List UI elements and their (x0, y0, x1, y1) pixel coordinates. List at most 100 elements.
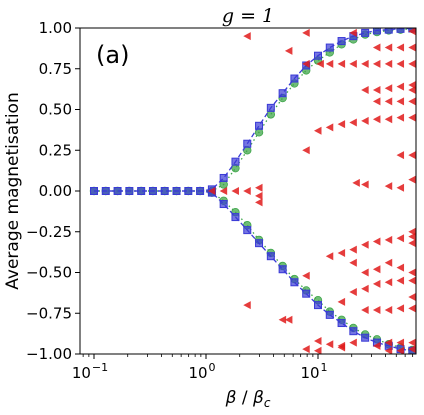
data-point (243, 187, 251, 195)
data-point (313, 336, 322, 345)
data-point (243, 139, 252, 148)
data-point (352, 178, 360, 187)
data-point (361, 284, 369, 293)
data-point (384, 305, 393, 314)
data-point (337, 319, 346, 328)
series-0-upper-line (94, 28, 413, 192)
data-point (284, 46, 293, 55)
data-point (219, 200, 228, 209)
data-point (361, 268, 369, 277)
chart-title: g = 1 (222, 5, 274, 27)
y-axis: 1.00 0.75 0.50 0.25 0.00 −0.25 −0.50 −0.75 −1.00 (26, 19, 80, 363)
data-point (302, 146, 310, 155)
data-point (384, 97, 393, 106)
data-point (408, 268, 416, 277)
data-point (408, 276, 416, 285)
data-point (361, 85, 369, 94)
data-point (349, 327, 358, 336)
data-point (361, 240, 369, 249)
data-point (372, 28, 381, 35)
data-point (396, 263, 405, 272)
data-point (313, 126, 322, 135)
x-axis: 10−1 100 101 (72, 354, 414, 382)
data-point (302, 271, 310, 280)
y-axis-label: Average magnetisation (3, 92, 23, 289)
y-tick-label: −0.75 (26, 304, 72, 322)
data-point (408, 85, 416, 94)
data-point (113, 187, 122, 195)
data-point (302, 28, 310, 37)
data-point (302, 345, 310, 354)
data-point (361, 59, 369, 68)
data-point (349, 258, 357, 267)
data-point (231, 187, 239, 195)
data-point (284, 315, 293, 324)
data-point (255, 121, 264, 130)
data-point (255, 239, 264, 248)
data-point (384, 346, 393, 354)
data-point (384, 338, 393, 347)
data-point (219, 173, 228, 182)
data-point (396, 97, 405, 106)
y-tick-label: −0.25 (26, 223, 72, 241)
series-1-lower-line (94, 190, 413, 351)
data-point (349, 118, 357, 127)
data-point (325, 43, 334, 52)
data-point (125, 187, 134, 195)
data-point (313, 51, 322, 60)
data-point (408, 304, 416, 313)
data-point (396, 43, 405, 52)
data-point (313, 301, 322, 310)
data-point (337, 248, 346, 257)
data-point (148, 187, 157, 195)
data-point (325, 310, 334, 319)
data-point (396, 28, 405, 33)
data-point (372, 43, 381, 52)
y-tick-label: 1.00 (39, 19, 72, 37)
x-tick-label: 101 (300, 361, 327, 382)
data-point (396, 346, 405, 354)
y-tick-label: 0.75 (39, 60, 72, 78)
data-point (337, 343, 346, 352)
data-point (278, 265, 287, 274)
data-point (372, 59, 381, 68)
y-tick-label: −1.00 (26, 345, 72, 363)
data-point (349, 338, 357, 347)
data-point (372, 97, 381, 106)
data-point (408, 338, 416, 347)
data-point (231, 213, 240, 222)
data-point (384, 59, 393, 68)
data-point (349, 288, 357, 297)
data-point (408, 239, 416, 248)
data-point (255, 183, 263, 192)
data-point (408, 232, 416, 241)
data-point (372, 341, 381, 350)
data-point (184, 187, 193, 195)
data-point (396, 113, 405, 122)
data-point (243, 301, 251, 310)
data-point (243, 226, 252, 235)
data-point (196, 187, 205, 195)
data-point (349, 245, 357, 254)
x-axis-label: β / βc (225, 388, 271, 410)
data-point (325, 340, 334, 349)
data-point (160, 187, 169, 195)
data-point (396, 59, 405, 68)
data-point (266, 103, 275, 112)
y-tick-label: −0.50 (26, 264, 72, 282)
data-point (396, 234, 405, 243)
data-point (325, 123, 334, 132)
series-0-lower-line (94, 190, 413, 352)
data-point (255, 191, 263, 200)
data-point (361, 333, 370, 342)
data-point (219, 187, 228, 195)
data-point (372, 279, 381, 288)
data-point (384, 43, 393, 52)
panel-label: (a) (96, 41, 129, 69)
data-point (278, 89, 287, 98)
data-point (337, 37, 346, 46)
data-point (384, 115, 393, 124)
data-point (408, 59, 416, 68)
data-point (290, 278, 299, 287)
